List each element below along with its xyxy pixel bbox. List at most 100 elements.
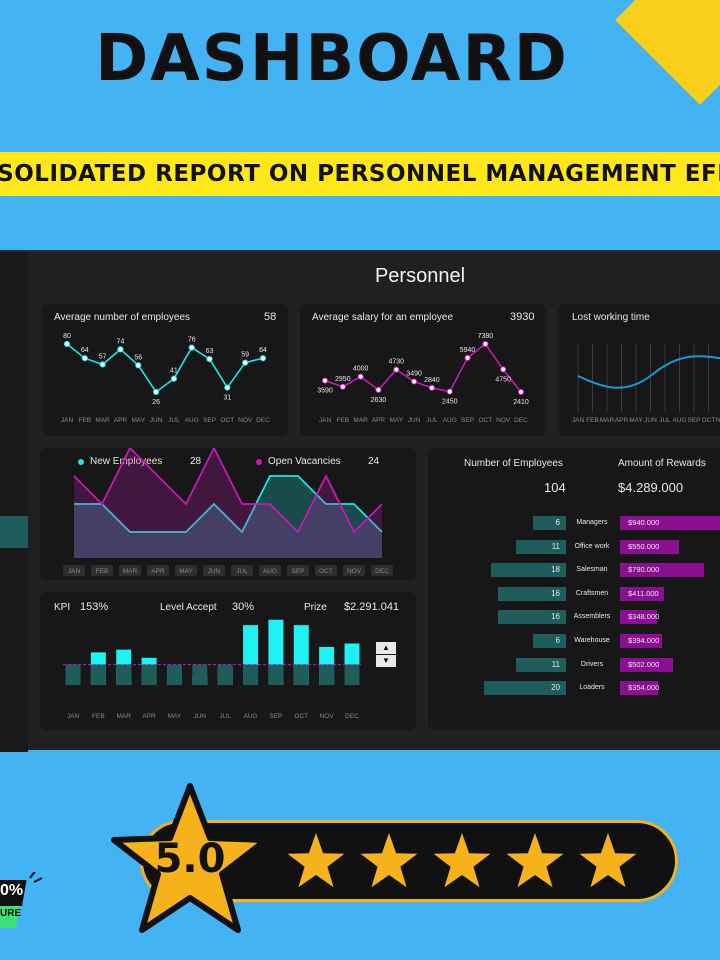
data-point xyxy=(224,384,231,391)
rating-score: 5.0 xyxy=(154,836,226,882)
month-tick: AUG xyxy=(263,568,277,575)
dashboard-screen: Personnel Average number of employees 58… xyxy=(0,250,720,752)
month-tick: MAY xyxy=(179,568,193,575)
data-point xyxy=(259,355,267,362)
data-point xyxy=(482,340,489,348)
month-tick: SEP xyxy=(203,417,216,424)
star-icon xyxy=(287,833,345,888)
kpi-label: KPI xyxy=(54,602,71,613)
data-point xyxy=(410,378,418,385)
hiring-card: New Employees 28 Open Vacancies 24 JAN FE… xyxy=(40,448,416,580)
row-label: Warehouse xyxy=(574,637,610,644)
month-tick: NOV xyxy=(347,568,362,575)
kpi-baseline-bar xyxy=(293,664,309,685)
spin-down-button[interactable]: ▼ xyxy=(376,655,396,667)
data-label: 3590 xyxy=(317,388,333,395)
reward-bar: $550.000 xyxy=(620,539,679,554)
series-area xyxy=(74,448,382,558)
star-icon xyxy=(433,833,491,888)
reward-row: 16 Assemblers $348.000 xyxy=(428,610,720,625)
month-tick: DEC xyxy=(345,713,359,720)
lost-time-title: Lost working time xyxy=(572,312,650,323)
month-tick: JAN xyxy=(61,417,74,424)
sidebar-active-item[interactable] xyxy=(0,516,28,548)
data-point xyxy=(170,375,178,382)
spin-up-button[interactable]: ▲ xyxy=(376,642,396,654)
month-tick: APR xyxy=(372,417,386,424)
data-label: 76 xyxy=(188,337,196,344)
data-point xyxy=(357,373,364,380)
data-label: 2410 xyxy=(513,399,529,406)
reward-row: 18 Salesman $790.000 xyxy=(428,563,720,578)
rewards-total: $4.289.000 xyxy=(618,480,684,495)
star-icon xyxy=(360,833,418,888)
month-tick: JUL xyxy=(236,568,248,575)
count-bar: 6 xyxy=(533,634,566,648)
rewards-card: Number of Employees Amount of Rewards 10… xyxy=(428,448,720,730)
data-label: 4750 xyxy=(495,376,511,383)
badge-percent: 0% xyxy=(0,882,24,899)
series-line xyxy=(577,355,720,389)
reward-row: 16 Craftsmen $411.000 xyxy=(428,586,720,601)
hiring-chart: JAN FEB MAR APR MAY JUN JUL AUG SEP OCT NOV DEC xyxy=(63,448,393,576)
star-icon xyxy=(506,833,564,888)
month-tick: JUN xyxy=(644,417,657,424)
month-tick: NOV xyxy=(716,417,720,424)
data-point xyxy=(393,366,400,373)
score-star-icon xyxy=(111,783,269,933)
month-tick: SEP xyxy=(687,417,700,424)
month-tick: JUL xyxy=(426,417,438,424)
avg-employees-value: 58 xyxy=(264,311,277,323)
month-tick: FEB xyxy=(336,417,349,424)
data-label: 64 xyxy=(81,347,89,354)
data-point xyxy=(152,388,160,396)
kpi-baseline-bar xyxy=(192,664,208,685)
star-icon xyxy=(579,833,637,888)
month-tick: MAR xyxy=(353,417,368,424)
month-chip xyxy=(231,565,253,576)
data-label: 31 xyxy=(223,395,231,402)
month-tick: MAR xyxy=(95,417,110,424)
avg-salary-value: 3930 xyxy=(510,311,535,323)
dashboard-title: Personnel xyxy=(374,265,466,287)
page-title: DASHBOARD xyxy=(95,22,569,96)
kpi-baseline-bar xyxy=(217,664,233,685)
data-label: 4730 xyxy=(388,359,404,366)
month-tick: AUG xyxy=(185,417,199,424)
reward-bar: $348.000 xyxy=(620,610,659,625)
data-point xyxy=(81,355,88,362)
employees-title: Number of Employees xyxy=(464,458,563,469)
lost-time-card: Lost working time JAN FEB MAR APR MAY JUN JUL A… xyxy=(558,304,720,436)
reward-row: 6 Warehouse $394.000 xyxy=(428,634,720,648)
month-tick: FEB xyxy=(92,713,105,720)
kpi-baseline-bar xyxy=(90,664,106,685)
month-tick: JUN xyxy=(408,417,421,424)
subtitle-banner: CONSOLIDATED REPORT ON PERSONNEL MANAGEM… xyxy=(0,152,720,196)
row-label: Drivers xyxy=(580,660,604,668)
data-point xyxy=(500,366,507,373)
data-point xyxy=(321,377,329,384)
reward-bar: $394.000 xyxy=(620,634,662,648)
badge-text: URE xyxy=(0,908,22,919)
month-chip xyxy=(91,565,113,576)
month-tick: DEC xyxy=(256,417,270,424)
avg-salary-card: Average salary for an employee 3930 3590… xyxy=(300,304,546,436)
data-point xyxy=(428,384,436,391)
kpi-baseline-bar xyxy=(166,664,182,685)
reward-bar: $411.000 xyxy=(620,586,664,601)
month-tick: APR xyxy=(151,568,165,575)
month-chip xyxy=(175,565,197,576)
reward-bar: $502.000 xyxy=(620,657,674,672)
data-label: 2450 xyxy=(442,399,458,406)
reward-bar: $940.000 xyxy=(620,516,720,530)
kpi-baseline-bar xyxy=(116,664,132,685)
accept-label: Level Accept xyxy=(160,602,217,613)
data-point xyxy=(375,386,382,393)
data-label: 41 xyxy=(170,368,178,375)
month-tick: FEB xyxy=(96,568,109,575)
data-point xyxy=(117,346,124,353)
data-label: 74 xyxy=(117,338,125,345)
data-label: 59 xyxy=(241,352,249,359)
avg-salary-title: Average salary for an employee xyxy=(312,312,454,323)
